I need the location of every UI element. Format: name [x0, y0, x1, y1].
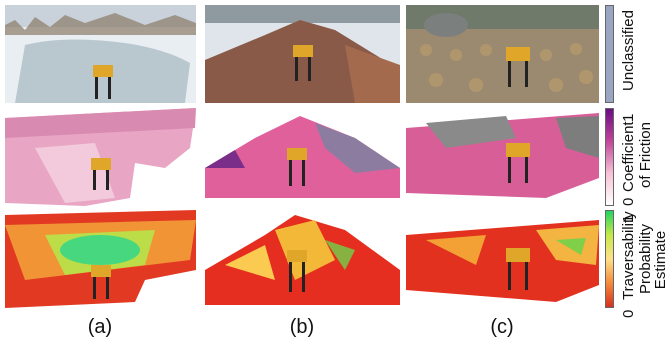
caption-a: (a)	[87, 316, 113, 338]
friction-colorbar	[605, 108, 614, 206]
friction-min-tick: 0	[620, 197, 637, 206]
unclassified-label: Unclassified	[620, 10, 637, 91]
traversability-label-line3: Estimate	[652, 230, 667, 290]
friction-map-b	[205, 108, 400, 206]
caption-c: (c)	[490, 316, 514, 338]
photo-b	[205, 5, 400, 103]
traversability-map-c	[406, 210, 599, 308]
traversability-min-tick: 0	[620, 309, 637, 318]
traversability-map-a	[5, 210, 196, 308]
traversability-label-line1: Traversability	[620, 211, 637, 300]
unclassified-swatch	[605, 5, 614, 103]
friction-label-line1: Coefficient	[620, 121, 637, 192]
photo-a	[5, 5, 196, 103]
traversability-map-b	[205, 210, 400, 308]
traversability-colorbar	[605, 210, 614, 308]
photo-c	[406, 5, 599, 103]
caption-b: (b)	[289, 316, 315, 338]
friction-map-c	[406, 108, 599, 206]
friction-map-a	[5, 108, 196, 206]
friction-label-line2: of Friction	[637, 122, 654, 188]
